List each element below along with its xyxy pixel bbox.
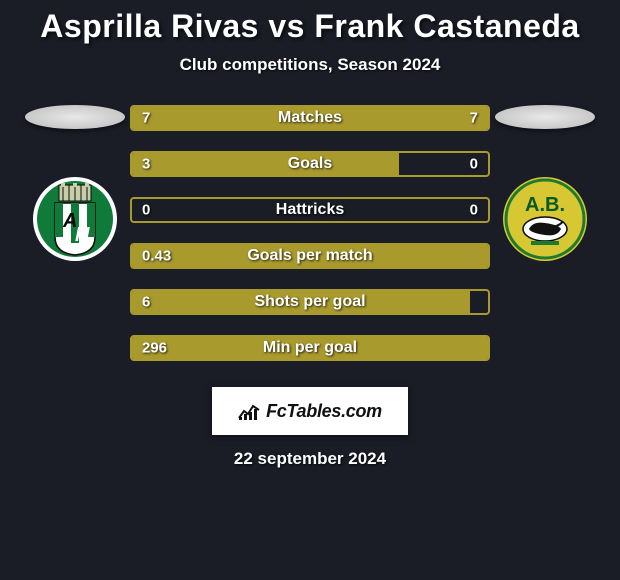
date-text: 22 september 2024	[0, 449, 620, 469]
country-flag-left-placeholder	[25, 105, 125, 129]
stat-label: Matches	[278, 109, 342, 127]
stat-value-right: 7	[470, 110, 478, 127]
stat-value-right: 0	[470, 202, 478, 219]
page-title: Asprilla Rivas vs Frank Castaneda	[0, 8, 620, 45]
stat-value-left: 6	[142, 294, 150, 311]
svg-text:N: N	[75, 224, 90, 246]
brand-watermark: FcTables.com	[212, 387, 408, 435]
comparison-infographic: Asprilla Rivas vs Frank Castaneda Club c…	[0, 0, 620, 469]
stat-value-left: 0.43	[142, 248, 171, 265]
stat-bar: 3 Goals 0	[130, 151, 490, 177]
club-crest-right: A.B.	[503, 177, 587, 261]
stat-label: Hattricks	[276, 201, 344, 219]
stat-value-left: 0	[142, 202, 150, 219]
brand-text: FcTables.com	[266, 401, 382, 422]
stat-bar: 6 Shots per goal	[130, 289, 490, 315]
stat-bar: 296 Min per goal	[130, 335, 490, 361]
stat-label: Shots per goal	[254, 293, 365, 311]
stat-label: Min per goal	[263, 339, 357, 357]
stat-label: Goals	[288, 155, 332, 173]
stat-label: Goals per match	[247, 247, 372, 265]
stat-value-left: 7	[142, 110, 150, 127]
stat-value-left: 296	[142, 340, 167, 357]
club-crest-left: A N	[33, 177, 117, 261]
stat-bar: 0.43 Goals per match	[130, 243, 490, 269]
atletico-nacional-crest-icon: A N	[33, 177, 117, 261]
stat-bar: 7 Matches 7	[130, 105, 490, 131]
svg-text:A.B.: A.B.	[525, 194, 565, 216]
stat-value-right: 0	[470, 156, 478, 173]
subtitle: Club competitions, Season 2024	[0, 55, 620, 75]
left-player-column: A N	[20, 105, 130, 261]
stat-value-left: 3	[142, 156, 150, 173]
fctables-logo-icon	[238, 401, 260, 421]
stat-bar: 0 Hattricks 0	[130, 197, 490, 223]
stat-fill-left	[132, 153, 399, 175]
stat-bars: 7 Matches 7 3 Goals 0 0 Hattricks 0 0.43 Goals per…	[130, 105, 490, 361]
bucaramanga-crest-icon: A.B.	[503, 177, 587, 261]
main-row: A N 7 Matches 7 3 Goals 0 0 Hattricks 0 0.43 Goals…	[0, 105, 620, 361]
right-player-column: A.B.	[490, 105, 600, 261]
country-flag-right-placeholder	[495, 105, 595, 129]
